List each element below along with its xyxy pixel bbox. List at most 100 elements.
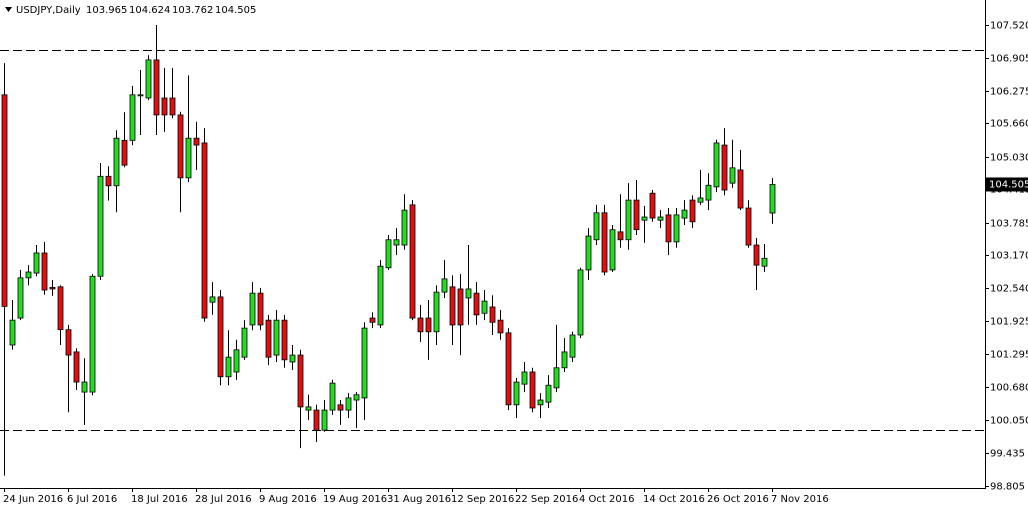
y-tick-label: 106.905 xyxy=(990,54,1028,65)
y-tick-label: 100.680 xyxy=(990,383,1028,394)
x-tick-label: 9 Aug 2016 xyxy=(259,494,317,505)
candle-body xyxy=(601,212,608,273)
header-high: 104.624 xyxy=(129,5,170,16)
y-tick-label: 100.050 xyxy=(990,416,1028,427)
candle-body xyxy=(673,214,680,243)
candle-body xyxy=(89,275,96,393)
x-tick-label: 18 Jul 2016 xyxy=(131,494,188,505)
candle-body xyxy=(169,97,176,116)
candle-body xyxy=(225,356,232,378)
candle-body xyxy=(561,351,568,369)
menu-triangle[interactable] xyxy=(5,7,12,12)
candle-body xyxy=(393,239,400,246)
candle-body xyxy=(257,292,264,326)
candle-body xyxy=(769,184,776,214)
x-tick-label: 19 Aug 2016 xyxy=(323,494,387,505)
candle-body xyxy=(745,207,752,246)
x-tick-label: 14 Oct 2016 xyxy=(643,494,705,505)
candle-body xyxy=(209,296,216,303)
candle-body xyxy=(33,252,40,274)
candle-body xyxy=(73,351,80,383)
candle-body xyxy=(617,231,624,241)
candle-body xyxy=(329,382,336,411)
candle-body xyxy=(281,319,288,361)
candle-body xyxy=(217,296,224,378)
current-price-label: 104.505 xyxy=(989,179,1028,190)
candle-body xyxy=(657,216,664,221)
candle-body xyxy=(625,199,632,241)
candle-body xyxy=(481,300,488,314)
candle-body xyxy=(721,144,728,191)
candle-body xyxy=(193,137,200,146)
candle-body xyxy=(241,327,248,358)
candle-body xyxy=(185,137,192,179)
y-tick-label: 102.540 xyxy=(990,284,1028,295)
candle-body xyxy=(761,257,768,267)
candle-body xyxy=(553,367,560,389)
candle-body xyxy=(129,94,136,141)
candle-body xyxy=(153,59,160,116)
candle-body xyxy=(441,278,448,293)
x-tick-label: 24 Jun 2016 xyxy=(3,494,63,505)
x-tick-label: 12 Sep 2016 xyxy=(451,494,514,505)
candle-body xyxy=(305,406,312,411)
candle-body xyxy=(449,286,456,326)
y-tick-label: 101.925 xyxy=(990,317,1028,328)
candle-body xyxy=(81,381,88,393)
current-price-box xyxy=(986,177,1028,192)
candle-body xyxy=(177,114,184,179)
candle-body xyxy=(737,169,744,209)
candle-body xyxy=(201,142,208,319)
candle-body xyxy=(313,409,320,431)
candle-body xyxy=(1,94,8,307)
candle-body xyxy=(457,288,464,326)
candle-body xyxy=(57,286,64,331)
candle-body xyxy=(273,319,280,356)
y-tick-label: 107.520 xyxy=(990,21,1028,32)
symbol-label: USDJPY,Daily xyxy=(16,5,81,16)
candle-body xyxy=(385,239,392,269)
header-close: 104.505 xyxy=(215,5,256,16)
x-tick-label: 4 Oct 2016 xyxy=(579,494,634,505)
candle-body xyxy=(473,292,480,316)
candle-body xyxy=(505,332,512,406)
x-tick-label: 7 Nov 2016 xyxy=(771,494,829,505)
candle-body xyxy=(609,229,616,271)
candle-body xyxy=(425,317,432,333)
candle-body xyxy=(585,235,592,271)
y-tick-label: 101.295 xyxy=(990,350,1028,361)
candle-body xyxy=(569,334,576,358)
y-tick-label: 103.170 xyxy=(990,251,1028,262)
candle-body xyxy=(9,319,16,346)
y-tick-label: 99.435 xyxy=(990,449,1025,460)
candle-body xyxy=(433,291,440,333)
candle-body xyxy=(17,277,24,319)
candle-body xyxy=(729,167,736,184)
x-tick-label: 28 Jul 2016 xyxy=(195,494,252,505)
candle-body xyxy=(369,317,376,323)
candle-body xyxy=(577,269,584,336)
candle-body xyxy=(249,292,256,326)
x-tick-label: 31 Aug 2016 xyxy=(387,494,451,505)
candle-body xyxy=(681,209,688,219)
candle-body xyxy=(145,59,152,99)
x-tick-label: 6 Jul 2016 xyxy=(67,494,117,505)
header-low: 103.762 xyxy=(172,5,213,16)
candle-body xyxy=(417,317,424,333)
candle-body xyxy=(233,349,240,373)
candle-body xyxy=(137,94,144,97)
candle-body xyxy=(409,204,416,319)
candle-body xyxy=(345,397,352,411)
x-tick-label: 22 Sep 2016 xyxy=(515,494,578,505)
candle-body xyxy=(97,175,104,277)
candle-body xyxy=(705,184,712,201)
candle-body xyxy=(697,197,704,203)
candle-body xyxy=(353,394,360,401)
x-tick-label: 26 Oct 2016 xyxy=(707,494,769,505)
y-tick-label: 105.660 xyxy=(990,119,1028,130)
candle-body xyxy=(753,244,760,266)
candle-body xyxy=(521,371,528,385)
candle-body xyxy=(297,354,304,408)
